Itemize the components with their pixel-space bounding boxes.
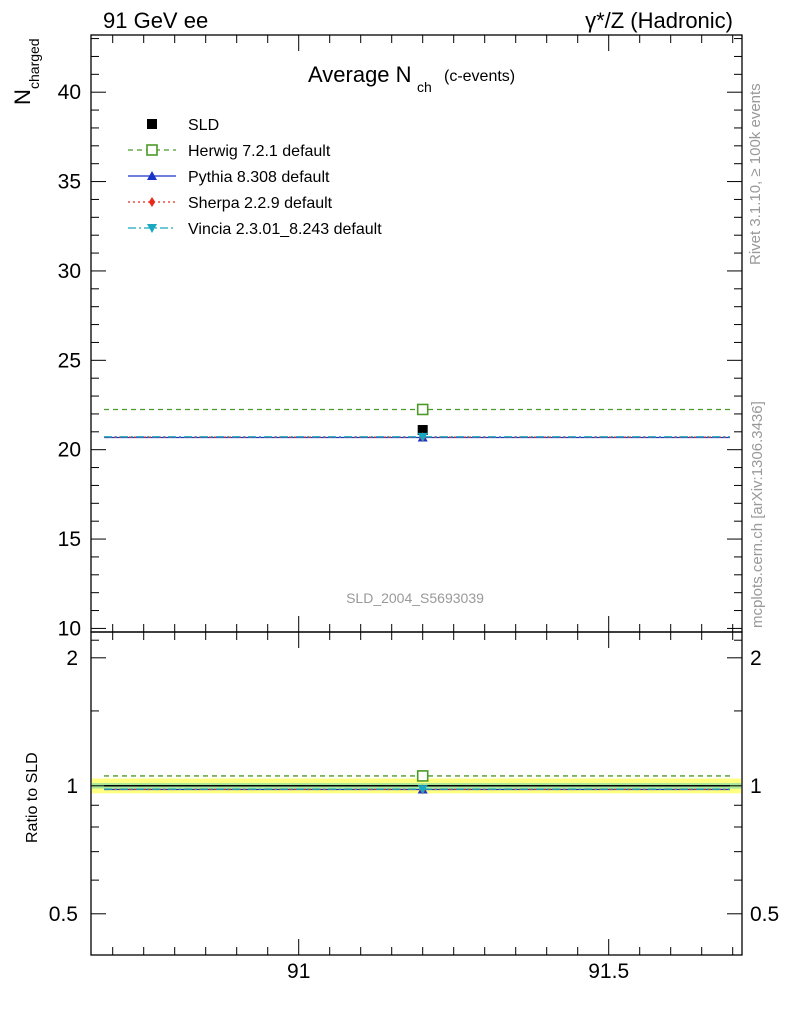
main-ytick-label: 40 (58, 81, 81, 104)
analysis-watermark: SLD_2004_S5693039 (346, 590, 484, 606)
x-tick-labels: 91 91.5 (287, 960, 629, 983)
legend-marker (146, 144, 158, 156)
ratio-ticks: 0.5 0.5 1 1 2 2 (49, 632, 779, 956)
main-title-subscript: ch (417, 79, 432, 95)
ratio-ytick-label-left: 2 (66, 647, 78, 670)
ratio-ytick-label-right: 0.5 (750, 903, 779, 926)
legend-label: Herwig 7.2.1 default (188, 143, 331, 160)
mcplots-side-label: mcplots.cern.ch [arXiv:1306.3436] (749, 401, 766, 628)
x-tick-label: 91.5 (588, 960, 629, 983)
series-point (417, 425, 428, 436)
main-ticks: 10 15 20 25 30 35 40 (58, 35, 742, 640)
main-ylabel: N (10, 89, 35, 105)
ratio-ytick-label-left: 1 (66, 775, 78, 798)
main-ytick-label: 25 (58, 349, 81, 372)
main-ytick-label: 15 (58, 528, 81, 551)
ratio-panel: Ratio to SLD 0.5 0.5 1 1 2 2 (24, 631, 779, 956)
main-ytick-label: 35 (58, 171, 81, 194)
main-ytick-label: 20 (58, 439, 81, 462)
header-right-label: γ*/Z (Hadronic) (585, 8, 733, 33)
legend-label: Vincia 2.3.01_8.243 default (188, 221, 382, 238)
legend-label: Pythia 8.308 default (188, 169, 330, 186)
legend-marker (147, 224, 157, 233)
legend-marker (147, 171, 157, 180)
ratio-ylabel: Ratio to SLD (24, 752, 41, 843)
main-ylabel-group: N charged (10, 38, 42, 105)
main-ylabel-subscript: charged (26, 38, 42, 89)
main-ytick-label: 10 (58, 617, 81, 640)
ratio-ytick-label-left: 0.5 (49, 903, 78, 926)
legend-label: Sherpa 2.2.9 default (188, 195, 333, 212)
ratio-series (104, 770, 730, 795)
main-title: Average N (308, 62, 412, 87)
legend-marker (147, 119, 157, 129)
ratio-band (92, 778, 741, 794)
series-point (416, 403, 429, 416)
ratio-series-point (416, 770, 429, 782)
main-panel: Average N ch (c-events) N charged 10 15 20… (10, 34, 743, 640)
legend: SLD Herwig 7.2.1 default Pythia 8.308 defa… (128, 117, 382, 238)
rivet-side-label: Rivet 3.1.10, ≥ 100k events (747, 83, 764, 265)
legend-marker (148, 197, 156, 207)
main-series (104, 403, 730, 443)
series-point (417, 432, 428, 442)
legend-label: SLD (188, 117, 219, 134)
ratio-series-point (417, 785, 428, 795)
ratio-ytick-label-right: 2 (750, 647, 762, 670)
ratio-plot-frame (90, 631, 743, 956)
ratio-ytick-label-right: 1 (750, 775, 762, 798)
main-title-extra: (c-events) (444, 68, 515, 85)
header-left-label: 91 GeV ee (103, 8, 208, 33)
x-tick-label: 91 (287, 960, 310, 983)
main-ytick-label: 30 (58, 260, 81, 283)
